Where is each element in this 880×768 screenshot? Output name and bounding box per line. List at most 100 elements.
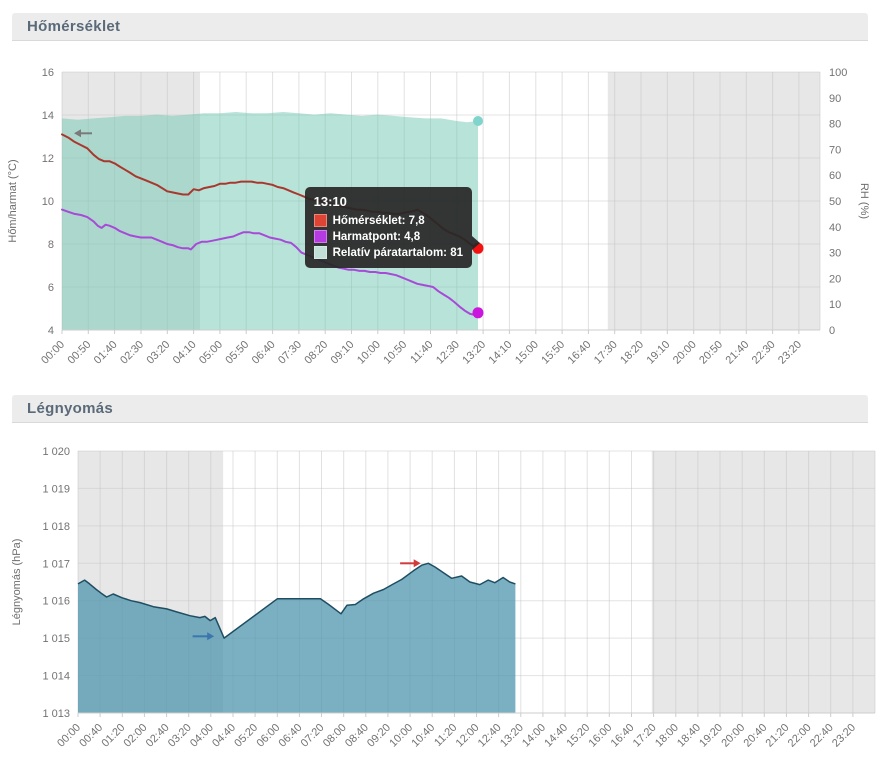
y-tick-label-left: 1 014 <box>42 671 70 683</box>
x-tick-label: 19:20 <box>697 722 725 750</box>
x-tick-label: 08:00 <box>321 722 349 750</box>
y-tick-label-right: 50 <box>829 196 841 208</box>
x-tick-label: 18:20 <box>618 339 646 367</box>
x-tick-label: 09:20 <box>365 722 393 750</box>
x-tick-label: 17:20 <box>631 722 659 750</box>
right-arrow-head-icon <box>413 559 421 568</box>
x-tick-label: 23:20 <box>830 722 858 750</box>
x-tick-label: 03:20 <box>144 339 172 367</box>
x-tick-label: 02:40 <box>144 722 172 750</box>
y-tick-label-right: 40 <box>829 222 841 234</box>
y-tick-label-right: 60 <box>829 170 841 182</box>
y-tick-label-right: 70 <box>829 144 841 156</box>
y-tick-label-left: 14 <box>42 110 54 122</box>
y-tick-label-right: 10 <box>829 299 841 311</box>
y-axis-title-left: Hőm/harmat (°C) <box>7 159 19 242</box>
x-tick-label: 03:20 <box>166 722 194 750</box>
y-axis-title-left: Légnyomás (hPa) <box>11 539 23 626</box>
x-tick-label: 21:40 <box>723 339 751 367</box>
x-tick-label: 20:00 <box>671 339 699 367</box>
x-tick-label: 08:20 <box>302 339 330 367</box>
x-tick-label: 15:00 <box>513 339 541 367</box>
x-tick-label: 02:30 <box>118 339 146 367</box>
x-tick-label: 22:00 <box>786 722 814 750</box>
x-tick-label: 20:50 <box>697 339 725 367</box>
y-tick-label-left: 1 020 <box>42 446 70 458</box>
x-tick-label: 05:00 <box>197 339 225 367</box>
x-tick-label: 04:10 <box>171 339 199 367</box>
series-area-pressure[interactable] <box>78 563 516 713</box>
section-title-pressure: Légnyomás <box>27 400 114 417</box>
x-tick-label: 23:20 <box>776 339 804 367</box>
x-tick-label: 13:20 <box>498 722 526 750</box>
x-tick-label: 07:20 <box>299 722 327 750</box>
y-tick-label-right: 0 <box>829 325 835 337</box>
left-arrow-head-icon <box>74 129 81 138</box>
x-tick-label: 05:50 <box>223 339 251 367</box>
humidity-current-point-dot[interactable] <box>473 116 483 126</box>
y-tick-label-left: 10 <box>42 196 54 208</box>
x-tick-label: 15:20 <box>564 722 592 750</box>
x-tick-label: 12:40 <box>476 722 504 750</box>
y-tick-label-left: 1 019 <box>42 483 70 495</box>
y-tick-label-left: 1 016 <box>42 596 70 608</box>
x-tick-label: 17:30 <box>592 339 620 367</box>
y-tick-label-right: 20 <box>829 273 841 285</box>
y-tick-label-left: 8 <box>48 239 54 251</box>
x-tick-label: 04:00 <box>188 722 216 750</box>
x-tick-label: 20:00 <box>719 722 747 750</box>
x-tick-label: 14:00 <box>520 722 548 750</box>
temperature-current-point-dot[interactable] <box>472 242 484 254</box>
x-tick-label: 20:40 <box>741 722 769 750</box>
x-tick-label: 06:40 <box>277 722 305 750</box>
y-tick-label-left: 6 <box>48 282 54 294</box>
x-tick-label: 05:20 <box>232 722 260 750</box>
x-tick-label: 14:40 <box>542 722 570 750</box>
right-arrow-head-icon <box>207 632 215 641</box>
x-tick-label: 06:40 <box>250 339 278 367</box>
x-tick-label: 16:40 <box>566 339 594 367</box>
night-band <box>651 451 875 713</box>
x-tick-label: 10:40 <box>409 722 437 750</box>
x-tick-label: 21:20 <box>764 722 792 750</box>
x-tick-label: 11:20 <box>432 722 459 749</box>
y-tick-label-left: 16 <box>42 67 54 79</box>
series-area-humidity[interactable] <box>62 112 478 330</box>
x-tick-label: 01:40 <box>92 339 120 367</box>
x-tick-label: 10:00 <box>387 722 415 750</box>
x-tick-label: 06:00 <box>254 722 282 750</box>
x-tick-label: 22:30 <box>750 339 778 367</box>
section-title-temperature: Hőmérséklet <box>27 18 121 35</box>
x-tick-label: 10:00 <box>355 339 383 367</box>
x-tick-label: 08:40 <box>343 722 371 750</box>
series-line-pressure[interactable] <box>77 562 516 639</box>
y-axis-title-right: RH (%) <box>858 183 870 219</box>
dewpoint-current-point-dot[interactable] <box>472 307 484 319</box>
x-tick-label: 14:10 <box>487 339 515 367</box>
x-tick-label: 09:10 <box>329 339 357 367</box>
x-tick-label: 16:40 <box>609 722 637 750</box>
y-tick-label-left: 1 015 <box>42 633 70 645</box>
x-tick-label: 18:40 <box>675 722 703 750</box>
x-tick-label: 07:30 <box>276 339 304 367</box>
section-header-temperature: Hőmérséklet <box>12 13 868 41</box>
x-tick-label: 01:20 <box>99 722 127 750</box>
x-tick-label: 12:30 <box>434 339 462 367</box>
x-tick-label: 00:00 <box>39 339 67 367</box>
y-tick-label-right: 90 <box>829 93 841 105</box>
x-tick-label: 16:00 <box>586 722 614 750</box>
y-tick-label-right: 30 <box>829 248 841 260</box>
pressure-chart[interactable]: 00:0000:4001:2002:0002:4003:2004:0004:40… <box>0 430 880 768</box>
temperature-chart[interactable]: 00:0000:5001:4002:3003:2004:1005:0005:50… <box>0 55 880 390</box>
section-header-pressure: Légnyomás <box>12 395 868 423</box>
x-tick-label: 00:50 <box>65 339 93 367</box>
x-tick-label: 12:00 <box>454 722 482 750</box>
y-tick-label-right: 100 <box>829 67 847 79</box>
series-line-dewpoint[interactable] <box>61 208 479 316</box>
y-tick-label-left: 1 017 <box>42 558 70 570</box>
x-tick-label: 02:00 <box>122 722 150 750</box>
x-tick-label: 13:20 <box>460 339 488 367</box>
x-tick-label: 00:40 <box>77 722 105 750</box>
y-tick-label-left: 4 <box>48 325 54 337</box>
